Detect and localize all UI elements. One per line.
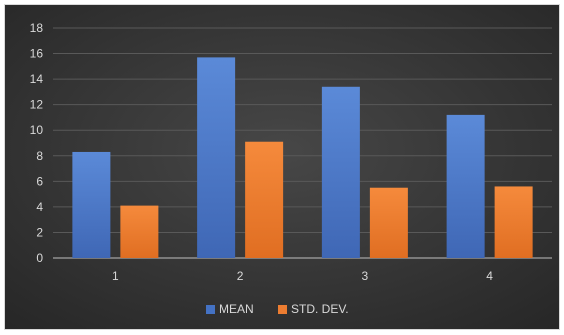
y-tick-label: 2 — [36, 225, 43, 239]
bar-mean-3 — [321, 86, 360, 259]
bar-std-dev-1 — [120, 205, 159, 258]
bar-std-dev-3 — [369, 187, 408, 258]
bar-std-dev-4 — [494, 186, 533, 258]
y-tick-label: 16 — [30, 47, 44, 61]
bar-std-dev-2 — [245, 141, 284, 258]
legend-label-std-dev: STD. DEV. — [291, 302, 349, 316]
chart-container: 0 2 4 6 8 10 12 14 16 18 1 2 3 4 MEAN STD. DEV. — [4, 4, 560, 330]
x-tick-label: 3 — [362, 269, 369, 283]
bar-mean-4 — [446, 114, 485, 258]
y-tick-label: 4 — [36, 200, 43, 214]
legend-label-mean: MEAN — [219, 302, 254, 316]
y-tick-label: 0 — [36, 251, 43, 265]
y-tick-label: 18 — [30, 21, 44, 35]
x-tick-label: 2 — [237, 269, 244, 283]
y-tick-label: 12 — [30, 98, 44, 112]
legend-swatch-mean — [206, 305, 215, 314]
y-tick-label: 8 — [36, 149, 43, 163]
y-tick-label: 10 — [30, 123, 44, 137]
x-tick-label: 1 — [112, 269, 119, 283]
bar-mean-1 — [72, 151, 111, 258]
y-tick-label: 14 — [30, 72, 44, 86]
legend: MEAN STD. DEV. — [206, 302, 349, 316]
bars — [72, 57, 533, 259]
bar-mean-2 — [197, 57, 236, 259]
legend-swatch-std-dev — [278, 305, 287, 314]
y-tick-label: 6 — [36, 174, 43, 188]
x-tick-label: 4 — [486, 269, 493, 283]
